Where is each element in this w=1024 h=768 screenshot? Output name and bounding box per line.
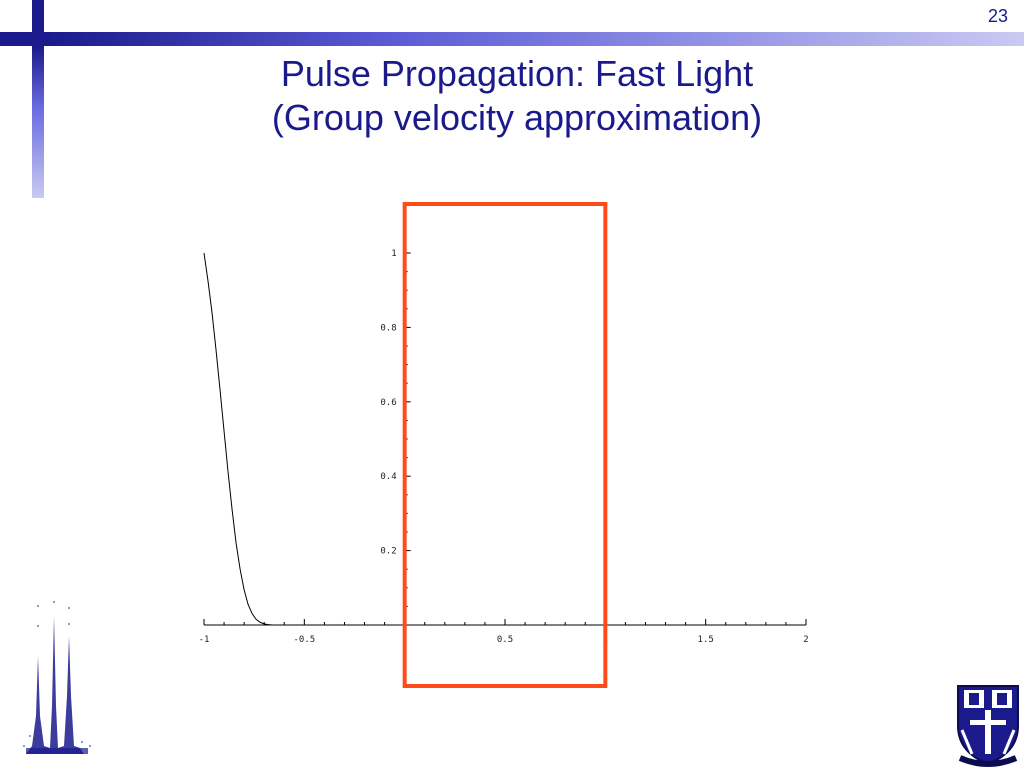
slide-number: 23 [987, 6, 1008, 26]
x-tick-label: -1 [199, 635, 210, 645]
pulse-decoration-icon [23, 601, 91, 754]
side-bar-gradient [32, 46, 44, 198]
y-tick-label: 0.8 [380, 323, 396, 333]
x-tick-label: -0.5 [293, 635, 315, 645]
x-tick-label: 2 [803, 635, 808, 645]
highlight-box [402, 202, 608, 688]
y-tick-label: 0.4 [380, 472, 396, 482]
chart-axes [204, 223, 806, 626]
pulse-curve [203, 252, 806, 626]
y-tick-label: 1 [391, 249, 396, 259]
y-tick-label: 0.6 [380, 398, 396, 408]
x-tick-label: 0.5 [497, 635, 513, 645]
slide-title: Pulse Propagation: Fast Light (Group vel… [0, 52, 1024, 140]
chart-ticks: -1 -0.5 0.5 1 1.5 20.20.40.60.81 [199, 249, 809, 645]
university-logo-icon [957, 685, 1019, 767]
title-line-2: (Group velocity approximation) [271, 97, 763, 138]
title-line-1: Pulse Propagation: Fast Light [280, 53, 754, 94]
y-tick-label: 0.2 [380, 547, 396, 557]
x-tick-label: 1.5 [698, 635, 714, 645]
header-bar-gradient [46, 32, 1024, 46]
